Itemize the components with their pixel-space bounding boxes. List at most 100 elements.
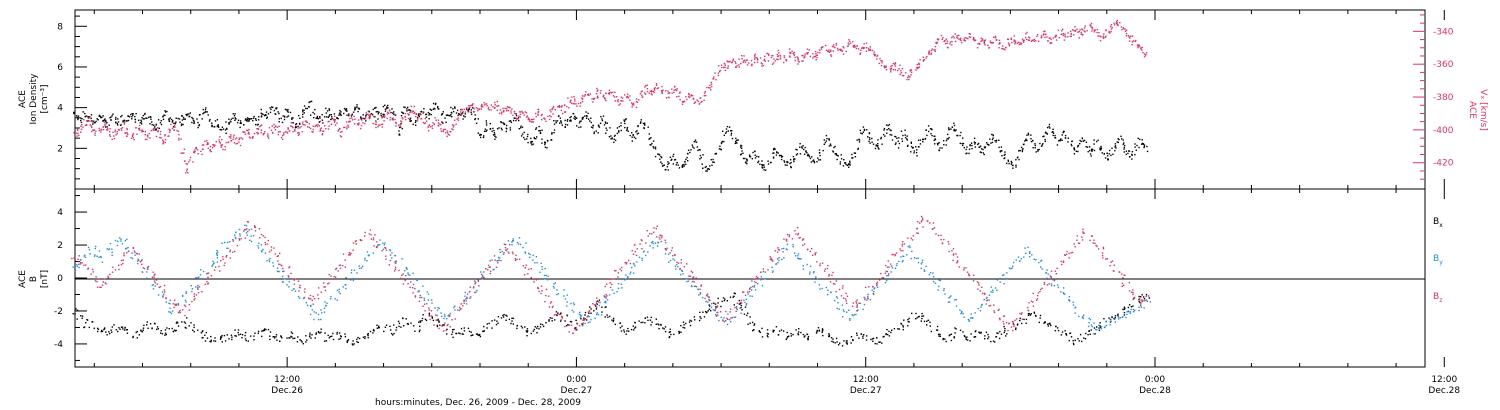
density-point bbox=[686, 152, 689, 155]
b-pink-point bbox=[210, 275, 213, 277]
vx-point bbox=[90, 125, 92, 127]
density-point bbox=[786, 164, 788, 166]
b-black-point bbox=[747, 323, 749, 325]
b-black-point bbox=[879, 341, 881, 343]
b-blue-point bbox=[641, 259, 643, 261]
b-black-point bbox=[1016, 324, 1019, 326]
vx-point bbox=[544, 118, 546, 120]
vx-point bbox=[632, 103, 634, 105]
vx-point bbox=[87, 117, 90, 119]
vx-point bbox=[688, 92, 690, 95]
b-blue-point bbox=[216, 254, 218, 257]
b-black-point bbox=[974, 336, 977, 338]
density-point bbox=[869, 138, 871, 141]
b-black-point bbox=[588, 312, 590, 314]
density-point bbox=[544, 141, 546, 143]
b-blue-point bbox=[125, 248, 127, 250]
b-black-point bbox=[351, 343, 353, 345]
density-point bbox=[1125, 153, 1127, 156]
b-blue-point bbox=[1078, 315, 1080, 318]
density-point bbox=[710, 159, 712, 161]
vx-point bbox=[910, 69, 913, 71]
density-point bbox=[520, 127, 522, 129]
b-blue-point bbox=[162, 296, 164, 298]
density-point bbox=[287, 115, 290, 117]
density-point bbox=[553, 132, 555, 134]
density-point bbox=[104, 118, 106, 120]
b-black-point bbox=[583, 317, 585, 319]
b-black-point bbox=[1035, 315, 1037, 317]
b-black-point bbox=[136, 337, 138, 339]
b-blue-point bbox=[846, 311, 848, 313]
b-black-point bbox=[984, 335, 986, 337]
b-blue-point bbox=[792, 246, 794, 248]
density-point bbox=[854, 152, 857, 154]
b-blue-point bbox=[288, 286, 290, 288]
density-point bbox=[477, 132, 479, 134]
density-point bbox=[474, 118, 477, 120]
density-point bbox=[1091, 150, 1093, 152]
b-black-point bbox=[142, 329, 144, 331]
density-point bbox=[828, 139, 830, 141]
density-point bbox=[489, 122, 491, 125]
vx-point bbox=[351, 119, 354, 121]
b-black-point bbox=[595, 305, 597, 307]
density-point bbox=[493, 132, 496, 134]
density-point bbox=[412, 123, 414, 126]
density-point bbox=[587, 118, 590, 120]
density-point bbox=[175, 121, 177, 123]
b-blue-point bbox=[672, 258, 674, 260]
vx-point bbox=[626, 96, 628, 99]
vx-point bbox=[212, 144, 214, 146]
b-black-point bbox=[839, 342, 841, 344]
b-pink-point bbox=[197, 288, 199, 290]
density-point bbox=[1003, 154, 1005, 156]
b-black-point bbox=[364, 337, 366, 340]
density-point bbox=[672, 163, 674, 165]
density-point bbox=[362, 114, 364, 116]
vx-point bbox=[256, 131, 258, 134]
density-point bbox=[989, 138, 991, 140]
density-point bbox=[700, 156, 702, 159]
vx-point bbox=[646, 84, 648, 86]
b-black-point bbox=[461, 333, 463, 335]
density-point bbox=[192, 117, 194, 120]
b-black-point bbox=[821, 331, 823, 333]
density-point bbox=[278, 118, 280, 120]
b-blue-point bbox=[786, 243, 789, 246]
b-black-point bbox=[955, 328, 957, 330]
vx-point bbox=[754, 53, 756, 55]
vx-point bbox=[238, 141, 240, 143]
vx-point bbox=[300, 125, 302, 128]
density-point bbox=[1073, 153, 1076, 155]
b-blue-point bbox=[1133, 311, 1135, 313]
b-black-point bbox=[1048, 323, 1050, 325]
density-point bbox=[261, 113, 263, 115]
b-blue-point bbox=[366, 251, 369, 253]
b-black-point bbox=[601, 306, 603, 308]
vx-point bbox=[973, 37, 975, 39]
density-point bbox=[509, 120, 512, 122]
b-pink-point bbox=[276, 255, 278, 257]
b-pink-point bbox=[317, 294, 319, 296]
b-blue-point bbox=[252, 235, 255, 237]
vx-point bbox=[440, 130, 442, 132]
b-blue-point bbox=[1011, 267, 1013, 269]
b-pink-point bbox=[164, 291, 166, 293]
b-blue-point bbox=[1100, 326, 1103, 328]
vx-point bbox=[221, 144, 223, 146]
density-point bbox=[1080, 140, 1082, 143]
density-point bbox=[360, 118, 362, 120]
b-black-point bbox=[193, 330, 195, 333]
b-blue-point bbox=[590, 318, 592, 321]
b-black-point bbox=[738, 303, 741, 305]
density-point bbox=[450, 106, 452, 109]
b-blue-point bbox=[1038, 261, 1040, 264]
density-point bbox=[936, 142, 939, 145]
density-point bbox=[770, 161, 772, 164]
b-blue-point bbox=[294, 290, 297, 292]
b-blue-point bbox=[718, 319, 720, 322]
vx-point bbox=[968, 36, 971, 38]
b-black-point bbox=[257, 330, 260, 333]
vx-point bbox=[735, 66, 737, 68]
